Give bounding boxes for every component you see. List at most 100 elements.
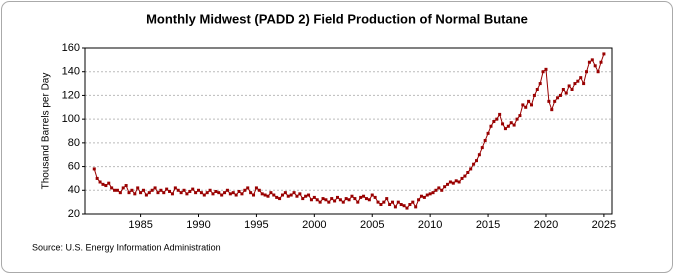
data-point bbox=[165, 187, 169, 191]
data-point bbox=[170, 192, 174, 196]
data-point bbox=[457, 180, 461, 184]
data-point bbox=[451, 181, 455, 185]
data-point bbox=[570, 88, 574, 91]
data-point bbox=[356, 200, 360, 204]
data-point bbox=[130, 188, 134, 192]
data-point bbox=[538, 82, 542, 86]
data-point bbox=[254, 186, 258, 190]
data-point bbox=[141, 188, 145, 192]
data-point bbox=[136, 186, 140, 190]
data-point bbox=[223, 191, 227, 195]
data-point bbox=[501, 122, 505, 126]
data-point bbox=[240, 192, 244, 196]
data-point bbox=[199, 191, 203, 195]
data-point bbox=[269, 191, 273, 195]
data-point bbox=[335, 195, 339, 199]
data-point bbox=[220, 193, 224, 197]
data-point bbox=[208, 188, 212, 192]
data-point bbox=[469, 167, 473, 171]
data-point bbox=[280, 193, 284, 197]
data-point bbox=[489, 124, 493, 128]
data-point bbox=[104, 184, 108, 188]
data-point bbox=[133, 192, 137, 196]
data-point bbox=[391, 200, 395, 204]
data-point bbox=[234, 193, 238, 197]
data-point bbox=[498, 112, 502, 116]
data-point bbox=[237, 189, 241, 193]
y-tick-label: 120 bbox=[62, 89, 80, 101]
data-point bbox=[431, 191, 435, 195]
data-point bbox=[579, 76, 583, 80]
data-point bbox=[301, 197, 305, 201]
data-point bbox=[147, 191, 151, 195]
data-point bbox=[110, 186, 114, 190]
data-point bbox=[115, 188, 119, 192]
data-point bbox=[127, 191, 131, 195]
data-point bbox=[509, 121, 513, 125]
data-point bbox=[541, 70, 545, 74]
data-point bbox=[162, 191, 166, 195]
data-point bbox=[95, 176, 99, 180]
data-point bbox=[179, 191, 183, 195]
data-point bbox=[547, 99, 551, 103]
data-point bbox=[602, 52, 606, 56]
data-point bbox=[191, 187, 195, 191]
data-point bbox=[139, 191, 143, 195]
data-point bbox=[393, 205, 397, 209]
data-point bbox=[98, 180, 102, 184]
data-point bbox=[512, 123, 516, 127]
data-point bbox=[205, 191, 209, 195]
data-point bbox=[272, 193, 276, 197]
data-point bbox=[101, 182, 105, 186]
data-point bbox=[411, 200, 415, 204]
data-point bbox=[295, 194, 299, 198]
data-point bbox=[92, 167, 96, 171]
source: Source: U.S. Energy Information Administ… bbox=[32, 242, 221, 252]
data-point bbox=[344, 197, 348, 201]
data-point bbox=[567, 84, 571, 88]
data-point bbox=[405, 206, 409, 210]
data-point bbox=[460, 176, 464, 180]
data-point bbox=[599, 60, 603, 64]
data-point bbox=[217, 191, 221, 195]
data-point bbox=[492, 120, 496, 124]
data-point bbox=[168, 189, 172, 193]
data-point bbox=[298, 192, 302, 196]
data-point bbox=[249, 191, 253, 195]
x-tick-label: 2020 bbox=[534, 219, 558, 231]
data-point bbox=[367, 198, 371, 202]
data-point bbox=[382, 200, 386, 204]
data-point bbox=[396, 200, 400, 204]
data-point bbox=[419, 194, 423, 198]
data-point bbox=[359, 195, 363, 199]
data-point bbox=[576, 79, 580, 83]
data-point bbox=[596, 70, 600, 74]
x-tick-label: 2005 bbox=[360, 219, 384, 231]
data-point bbox=[188, 189, 192, 193]
data-point bbox=[278, 197, 282, 201]
data-point bbox=[550, 108, 554, 112]
data-point bbox=[156, 191, 160, 195]
data-point bbox=[159, 188, 163, 192]
x-tick-label: 1995 bbox=[244, 219, 268, 231]
data-point bbox=[197, 188, 201, 192]
data-point bbox=[495, 117, 499, 121]
y-tick-label: 80 bbox=[68, 137, 80, 149]
plot-area bbox=[84, 47, 613, 215]
data-point bbox=[564, 91, 568, 95]
data-point bbox=[153, 186, 157, 190]
data-point bbox=[518, 114, 522, 118]
data-point bbox=[150, 188, 154, 192]
data-point bbox=[214, 189, 218, 193]
data-point bbox=[211, 192, 215, 196]
data-point bbox=[376, 200, 380, 204]
data-point bbox=[362, 194, 366, 198]
data-point bbox=[472, 162, 476, 166]
data-point bbox=[425, 193, 429, 197]
y-tick-label: 140 bbox=[62, 66, 80, 78]
data-point bbox=[228, 192, 232, 196]
data-point bbox=[124, 184, 128, 188]
